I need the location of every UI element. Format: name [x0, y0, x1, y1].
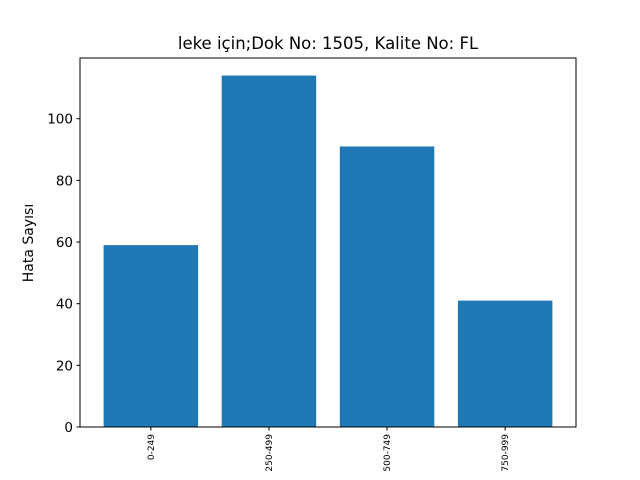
- y-tick-label: 0: [64, 420, 73, 436]
- x-tick-label: 0-249: [147, 434, 157, 460]
- plot-frame: [79, 57, 577, 428]
- plot-area: 0-249 250-499 500-749 750-999 0 20 40 60 80 100: [47, 75, 553, 472]
- chart-title: leke için;Dok No: 1505, Kalite No: FL: [178, 34, 479, 53]
- bar-500-749: [339, 146, 435, 427]
- bar-250-499: [221, 75, 317, 427]
- x-tick-label: 250-499: [265, 434, 275, 472]
- y-tick-label: 80: [56, 173, 73, 189]
- bar-750-999: [457, 300, 553, 427]
- y-tick-label: 60: [56, 235, 73, 251]
- y-tick-label: 100: [47, 112, 73, 128]
- y-axis-label: Hata Sayısı: [21, 204, 37, 282]
- bar-0-249: [103, 245, 199, 427]
- x-tick-label: 750-999: [501, 434, 511, 472]
- y-tick-label: 20: [56, 358, 73, 374]
- y-tick-label: 40: [56, 297, 73, 313]
- x-tick-label: 500-749: [383, 434, 393, 472]
